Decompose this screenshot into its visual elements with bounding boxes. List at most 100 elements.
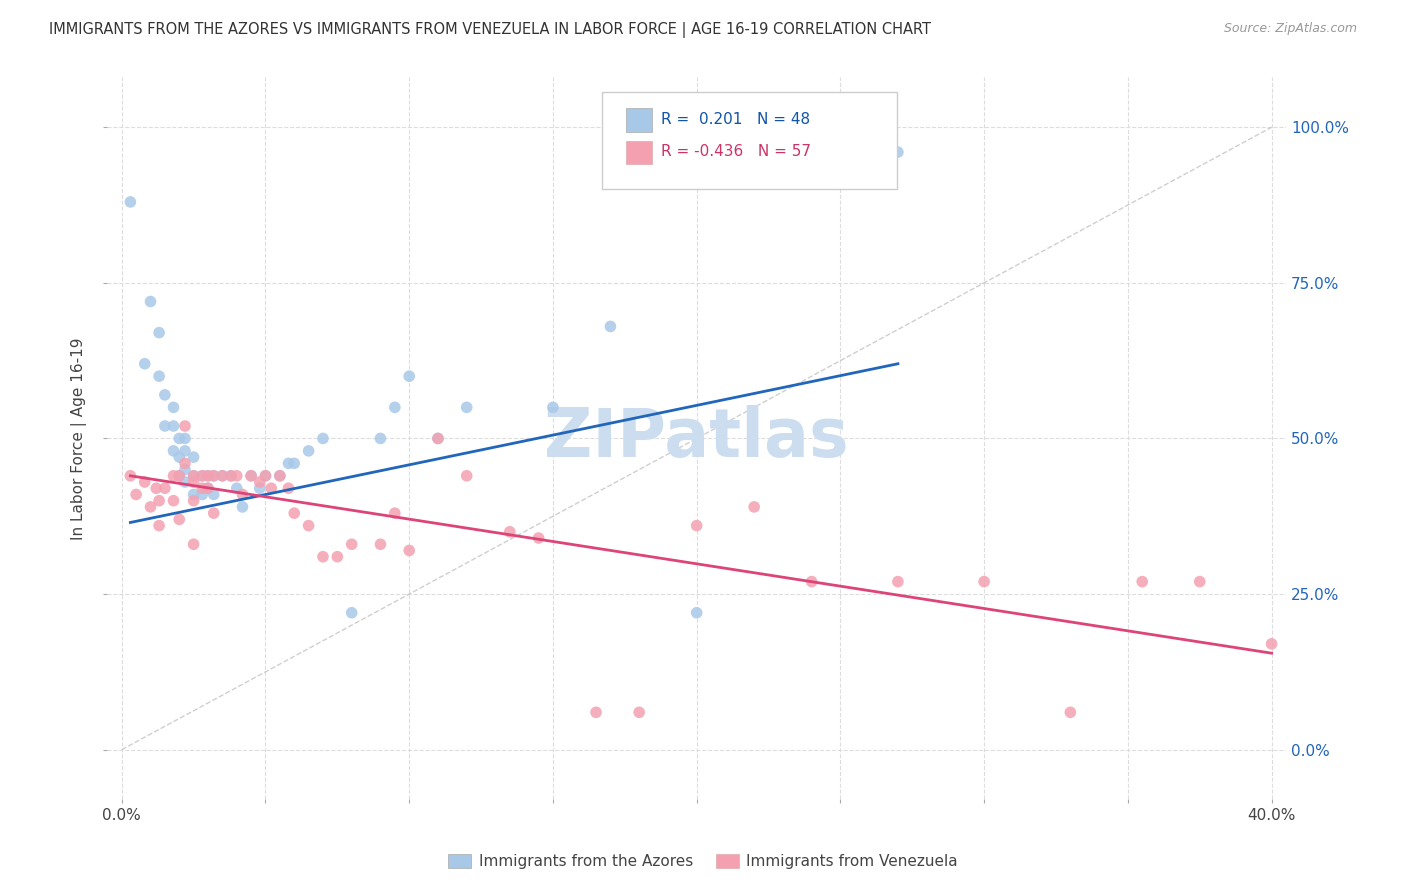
FancyBboxPatch shape [626, 141, 652, 164]
Point [148, 326, 170, 340]
Point [134, 475, 156, 489]
Point [162, 419, 184, 434]
Point [340, 606, 363, 620]
Point [174, 419, 197, 434]
Point [269, 468, 291, 483]
Point [183, 468, 205, 483]
Point [240, 468, 263, 483]
Point [197, 481, 219, 495]
Point [153, 419, 176, 434]
Point [139, 294, 162, 309]
Point [249, 481, 271, 495]
Point [174, 475, 197, 489]
Point [456, 468, 478, 483]
Point [174, 462, 197, 476]
Point [887, 145, 910, 160]
Point [167, 468, 190, 483]
Point [398, 543, 420, 558]
Point [499, 524, 522, 539]
Point [225, 481, 247, 495]
Point [340, 537, 363, 551]
Point [167, 512, 190, 526]
Point [183, 450, 205, 464]
Point [297, 518, 319, 533]
Point [197, 481, 219, 495]
Point [277, 456, 299, 470]
Point [167, 468, 190, 483]
Point [426, 432, 449, 446]
Point [973, 574, 995, 589]
Point [202, 487, 225, 501]
Text: R = -0.436   N = 57: R = -0.436 N = 57 [661, 145, 811, 160]
Point [269, 468, 291, 483]
Point [134, 357, 156, 371]
FancyBboxPatch shape [602, 92, 897, 189]
Point [183, 537, 205, 551]
Point [370, 432, 392, 446]
Point [1059, 706, 1081, 720]
Point [527, 531, 550, 545]
Point [148, 518, 170, 533]
Point [231, 487, 253, 501]
Point [426, 432, 449, 446]
Point [456, 401, 478, 415]
Point [197, 468, 219, 483]
Point [120, 468, 142, 483]
Point [1130, 574, 1153, 589]
Point [183, 493, 205, 508]
Point [191, 468, 214, 483]
Point [202, 468, 225, 483]
Point [139, 500, 162, 514]
Point [398, 369, 420, 384]
Point [120, 194, 142, 209]
Point [1260, 637, 1282, 651]
Point [211, 468, 233, 483]
Point [628, 706, 651, 720]
Point [183, 487, 205, 501]
Text: IMMIGRANTS FROM THE AZORES VS IMMIGRANTS FROM VENEZUELA IN LABOR FORCE | AGE 16-: IMMIGRANTS FROM THE AZORES VS IMMIGRANTS… [49, 22, 931, 38]
Point [585, 706, 607, 720]
Point [277, 481, 299, 495]
Point [162, 493, 184, 508]
Point [153, 388, 176, 402]
Point [174, 432, 197, 446]
Text: R =  0.201   N = 48: R = 0.201 N = 48 [661, 112, 810, 127]
Point [541, 401, 564, 415]
Point [148, 493, 170, 508]
Point [384, 506, 406, 520]
Y-axis label: In Labor Force | Age 16-19: In Labor Force | Age 16-19 [72, 337, 87, 540]
Legend: Immigrants from the Azores, Immigrants from Venezuela: Immigrants from the Azores, Immigrants f… [441, 848, 965, 875]
Point [225, 468, 247, 483]
Point [162, 468, 184, 483]
Point [191, 481, 214, 495]
Point [370, 537, 392, 551]
Point [742, 500, 765, 514]
Point [202, 506, 225, 520]
Text: Source: ZipAtlas.com: Source: ZipAtlas.com [1223, 22, 1357, 36]
Point [312, 549, 335, 564]
Point [312, 432, 335, 446]
Point [254, 468, 277, 483]
Point [231, 500, 253, 514]
Point [887, 574, 910, 589]
Point [162, 443, 184, 458]
Text: ZIPatlas: ZIPatlas [544, 406, 849, 472]
Point [685, 606, 707, 620]
Point [183, 468, 205, 483]
Point [211, 468, 233, 483]
Point [297, 443, 319, 458]
Point [249, 475, 271, 489]
Point [167, 432, 190, 446]
FancyBboxPatch shape [626, 109, 652, 132]
Point [145, 481, 167, 495]
Point [599, 319, 621, 334]
Point [283, 456, 305, 470]
Point [283, 506, 305, 520]
Point [800, 574, 823, 589]
Point [326, 549, 349, 564]
Point [1188, 574, 1211, 589]
Point [685, 518, 707, 533]
Point [191, 487, 214, 501]
Point [197, 468, 219, 483]
Point [153, 481, 176, 495]
